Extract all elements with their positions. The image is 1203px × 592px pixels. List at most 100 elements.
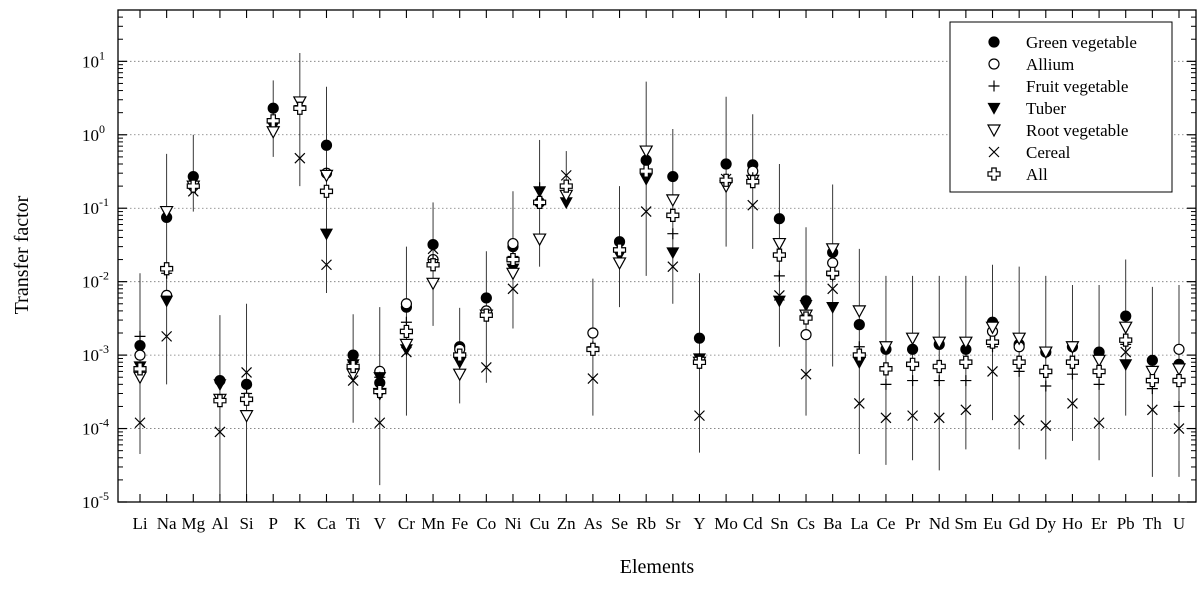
point-cr <box>399 338 414 352</box>
x-tick-label-fe: Fe <box>451 514 468 533</box>
point-nd <box>933 375 945 387</box>
point-rb <box>640 206 652 218</box>
point-ti <box>347 375 359 387</box>
y-axis-ticks: 10-5 10-4 10-3 10-2 10-1 100 101 <box>82 16 1196 512</box>
point-al <box>214 426 226 438</box>
point-pb <box>1119 359 1133 372</box>
point-y <box>694 410 705 422</box>
point-mo <box>719 173 733 187</box>
point-cr <box>399 324 414 339</box>
x-tick-label-la: La <box>850 514 868 533</box>
point-cu <box>533 186 547 199</box>
point-cs <box>800 329 812 341</box>
point-na <box>160 262 174 276</box>
point-si <box>239 392 254 406</box>
point-er <box>1093 378 1105 390</box>
point-li <box>133 362 147 376</box>
point-sn <box>772 295 786 308</box>
x-tick-label-ni: Ni <box>504 514 521 533</box>
legend-box <box>949 21 1173 193</box>
legend-label-fruit-vegetable: Fruit vegetable <box>1026 77 1128 96</box>
x-tick-label-si: Si <box>239 514 253 533</box>
point-fe <box>452 368 467 382</box>
point-na <box>160 295 174 308</box>
point-se <box>612 243 627 257</box>
point-as <box>587 373 599 384</box>
point-sr <box>667 261 679 273</box>
point-nd <box>932 336 947 350</box>
point-li <box>134 339 146 352</box>
point-u <box>1173 343 1185 355</box>
x-tick-label-v: V <box>374 514 387 533</box>
point-mg <box>186 179 200 193</box>
x-tick-label-ho: Ho <box>1062 514 1083 533</box>
x-tick-label-ba: Ba <box>823 514 842 533</box>
legend-marker <box>986 124 1002 138</box>
x-tick-label-k: K <box>294 514 307 533</box>
point-na <box>159 205 174 219</box>
x-tick-label-cr: Cr <box>398 514 415 533</box>
point-dy <box>1040 420 1052 431</box>
legend-label-cereal: Cereal <box>1026 143 1071 162</box>
point-la <box>853 397 865 409</box>
point-li <box>134 417 146 429</box>
point-si <box>240 378 253 390</box>
point-dy <box>1040 380 1052 392</box>
x-tick-label-al: Al <box>211 514 228 533</box>
point-cr <box>400 346 412 358</box>
x-tick-label-na: Na <box>157 514 177 533</box>
point-si <box>239 410 254 423</box>
legend-marker <box>988 146 1000 158</box>
x-tick-label-u: U <box>1173 514 1185 533</box>
x-tick-label-eu: Eu <box>983 514 1002 533</box>
point-ca <box>319 169 334 183</box>
series-all <box>133 101 1186 408</box>
point-p <box>267 102 279 114</box>
point-mn <box>426 277 441 291</box>
point-u <box>1172 373 1186 388</box>
x-tick-label-co: Co <box>476 514 496 533</box>
point-sr <box>667 228 679 240</box>
data-markers <box>132 96 1187 438</box>
series-allium <box>134 165 1185 378</box>
legend: Green vegetable Allium Fruit vegetable Tube… <box>949 21 1173 193</box>
point-eu <box>987 365 998 377</box>
point-ca <box>320 139 333 151</box>
y-tick-label: 10-3 <box>82 342 109 365</box>
point-la <box>852 348 866 362</box>
point-nd <box>933 412 945 424</box>
point-sn <box>772 248 786 262</box>
point-ce <box>879 362 893 376</box>
point-y <box>693 332 706 344</box>
x-tick-label-pb: Pb <box>1117 514 1135 533</box>
x-tick-label-y: Y <box>693 514 705 533</box>
point-co <box>480 361 492 373</box>
point-ce <box>880 412 892 424</box>
x-tick-label-th: Th <box>1143 514 1162 533</box>
point-sn <box>773 270 785 282</box>
point-li <box>134 349 146 361</box>
point-pr <box>907 410 919 422</box>
point-ti <box>346 359 360 374</box>
point-ca <box>319 184 334 198</box>
point-y <box>692 355 707 369</box>
point-u <box>1173 423 1185 434</box>
point-gd <box>1013 414 1025 426</box>
x-tick-label-er: Er <box>1091 514 1107 533</box>
y-tick-label: 101 <box>82 48 105 71</box>
point-se <box>612 257 627 271</box>
point-sr <box>666 247 680 260</box>
point-eu <box>985 321 1000 335</box>
point-li <box>134 330 146 342</box>
y-tick-label: 10-2 <box>82 269 109 292</box>
legend-label-all: All <box>1026 165 1048 184</box>
point-dy <box>1039 364 1053 379</box>
point-p <box>266 114 280 128</box>
point-gd <box>1012 332 1027 346</box>
x-tick-label-sn: Sn <box>770 514 788 533</box>
point-ni <box>507 283 519 295</box>
point-cs <box>799 311 813 325</box>
point-pb <box>1118 321 1133 335</box>
point-pr <box>905 332 920 346</box>
